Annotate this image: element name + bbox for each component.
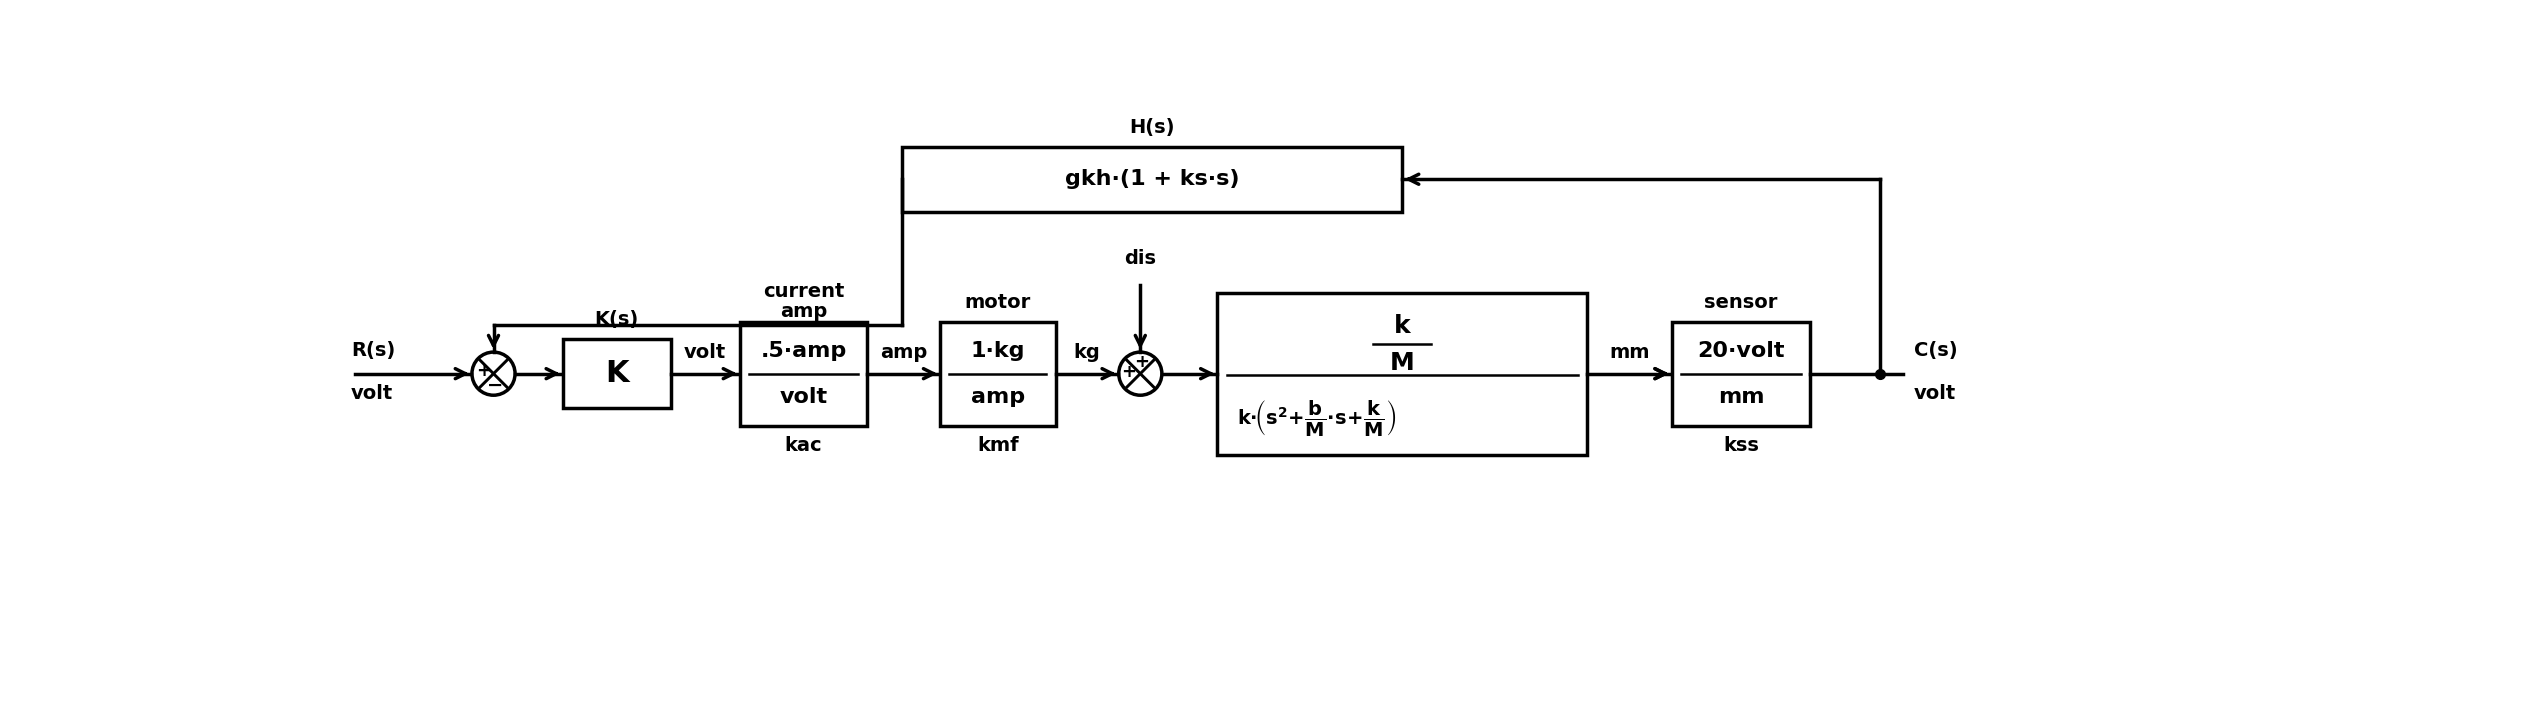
Text: amp: amp <box>971 387 1024 407</box>
Text: motor: motor <box>966 293 1032 312</box>
Text: dis: dis <box>1124 249 1157 268</box>
Text: K(s): K(s) <box>595 310 638 329</box>
Text: +: + <box>1134 353 1149 371</box>
Text: current: current <box>763 281 844 301</box>
Text: +: + <box>475 362 491 380</box>
Text: 20·volt: 20·volt <box>1698 341 1784 361</box>
Bar <box>740 322 867 426</box>
Text: mm: mm <box>1718 387 1764 407</box>
Text: gkh·(1 + ks·s): gkh·(1 + ks·s) <box>1065 169 1238 189</box>
Text: kg: kg <box>1073 343 1101 362</box>
Text: volt: volt <box>780 387 829 407</box>
Text: kss: kss <box>1723 436 1759 455</box>
Circle shape <box>473 352 516 396</box>
Bar <box>1218 293 1586 455</box>
Text: amp: amp <box>880 343 928 362</box>
Text: kac: kac <box>785 436 821 455</box>
Text: volt: volt <box>351 384 394 403</box>
Text: kmf: kmf <box>976 436 1019 455</box>
Text: M: M <box>1390 351 1413 375</box>
Text: sensor: sensor <box>1703 293 1777 312</box>
Text: 1·kg: 1·kg <box>971 341 1024 361</box>
Bar <box>562 339 671 408</box>
Text: K: K <box>605 359 628 388</box>
Text: mm: mm <box>1609 343 1650 362</box>
Text: +: + <box>1121 363 1136 381</box>
Text: C(s): C(s) <box>1914 341 1957 360</box>
Text: amp: amp <box>780 301 826 321</box>
Bar <box>902 146 1403 212</box>
Bar <box>941 322 1055 426</box>
Text: H(s): H(s) <box>1129 119 1174 137</box>
Text: .5·amp: .5·amp <box>760 341 846 361</box>
Bar <box>1673 322 1810 426</box>
Text: volt: volt <box>684 343 727 362</box>
Text: −: − <box>488 376 503 395</box>
Text: $\mathbf{k{\cdot}\!\left(s^2\!+\!\dfrac{b}{M}{\cdot}s\!+\!\dfrac{k}{M}\right)}$: $\mathbf{k{\cdot}\!\left(s^2\!+\!\dfrac{… <box>1235 398 1396 438</box>
Circle shape <box>1118 352 1162 396</box>
Text: volt: volt <box>1914 384 1957 403</box>
Text: R(s): R(s) <box>351 341 397 360</box>
Text: k: k <box>1393 314 1411 338</box>
